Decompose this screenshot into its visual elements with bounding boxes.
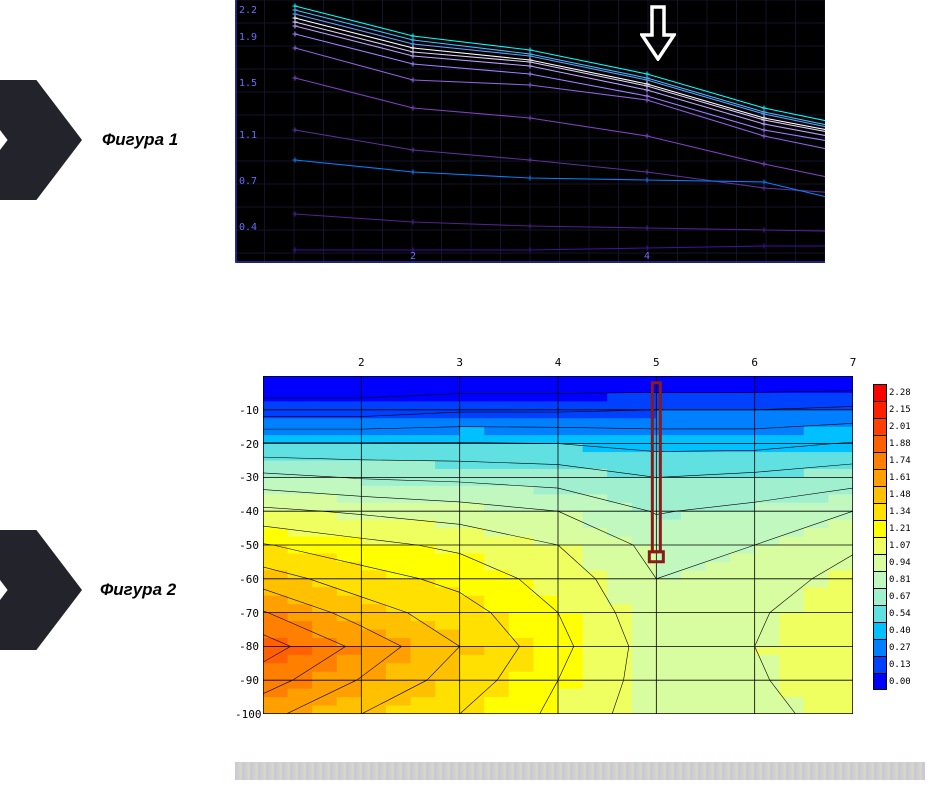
legend-swatch: [873, 588, 887, 605]
legend-value: 2.15: [889, 405, 911, 415]
y-tick-label: -90: [235, 674, 259, 687]
x-tick-label: 6: [751, 356, 758, 369]
legend-row: 1.74: [873, 452, 925, 469]
svg-text:2: 2: [410, 251, 416, 262]
legend-value: 1.21: [889, 524, 911, 534]
legend-swatch: [873, 401, 887, 418]
legend-row: 1.61: [873, 469, 925, 486]
arrow-down-icon: [640, 3, 676, 61]
legend-value: 2.01: [889, 422, 911, 432]
legend-value: 1.34: [889, 507, 911, 517]
svg-text:1.9: 1.9: [239, 32, 257, 43]
figure1-label: Фигура 1: [102, 130, 178, 150]
y-tick-label: -50: [235, 539, 259, 552]
legend-swatch: [873, 656, 887, 673]
legend-swatch: [873, 605, 887, 622]
legend-swatch: [873, 639, 887, 656]
legend-row: 0.27: [873, 639, 925, 656]
figure2-label: Фигура 2: [100, 580, 176, 600]
legend-row: 0.81: [873, 571, 925, 588]
x-tick-label: 4: [555, 356, 562, 369]
figure1-badge: [0, 80, 82, 200]
figure2-chart: [263, 376, 853, 714]
legend-swatch: [873, 486, 887, 503]
figure2-legend: 2.28 2.15 2.01 1.88 1.74 1.61 1.48 1.34 1.21 1.07…: [873, 384, 925, 690]
y-tick-label: -70: [235, 607, 259, 620]
legend-swatch: [873, 452, 887, 469]
y-tick-label: -100: [235, 708, 259, 721]
legend-swatch: [873, 554, 887, 571]
legend-value: 0.81: [889, 575, 911, 585]
legend-row: 1.48: [873, 486, 925, 503]
y-tick-label: -30: [235, 471, 259, 484]
legend-value: 0.00: [889, 677, 911, 687]
x-tick-label: 3: [456, 356, 463, 369]
figure1-chart: 2.21.91.51.10.70.4246: [235, 0, 825, 263]
y-tick-label: -10: [235, 404, 259, 417]
legend-value: 2.28: [889, 388, 911, 398]
legend-row: 2.01: [873, 418, 925, 435]
legend-swatch: [873, 537, 887, 554]
legend-value: 0.94: [889, 558, 911, 568]
legend-swatch: [873, 622, 887, 639]
svg-text:0.4: 0.4: [239, 222, 257, 233]
legend-value: 1.48: [889, 490, 911, 500]
legend-swatch: [873, 435, 887, 452]
legend-row: 1.88: [873, 435, 925, 452]
y-tick-label: -60: [235, 573, 259, 586]
svg-text:4: 4: [644, 251, 650, 262]
x-tick-label: 2: [358, 356, 365, 369]
legend-value: 0.67: [889, 592, 911, 602]
legend-swatch: [873, 418, 887, 435]
figure2-x-axis: 234567: [263, 356, 853, 374]
legend-swatch: [873, 673, 887, 690]
legend-value: 0.40: [889, 626, 911, 636]
legend-row: 0.94: [873, 554, 925, 571]
svg-text:2.2: 2.2: [239, 5, 257, 16]
x-tick-label: 7: [850, 356, 857, 369]
legend-swatch: [873, 520, 887, 537]
y-tick-label: -40: [235, 505, 259, 518]
svg-text:1.1: 1.1: [239, 130, 257, 141]
svg-text:1.5: 1.5: [239, 78, 257, 89]
legend-value: 0.13: [889, 660, 911, 670]
legend-swatch: [873, 571, 887, 588]
figure2-badge: [0, 530, 82, 650]
figure2-container: 2 3 4 5 6 7 -10 -20 -30 -40 -50 -60 -70 -80 -90 -100 2…: [235, 356, 925, 726]
legend-swatch: [873, 384, 887, 401]
noise-strip: [235, 762, 925, 780]
y-tick-label: -80: [235, 640, 259, 653]
legend-row: 0.40: [873, 622, 925, 639]
legend-row: 1.07: [873, 537, 925, 554]
legend-value: 0.27: [889, 643, 911, 653]
legend-value: 1.61: [889, 473, 911, 483]
legend-value: 1.07: [889, 541, 911, 551]
legend-row: 2.28: [873, 384, 925, 401]
legend-row: 1.34: [873, 503, 925, 520]
svg-text:0.7: 0.7: [239, 176, 257, 187]
legend-row: 1.21: [873, 520, 925, 537]
legend-row: 0.00: [873, 673, 925, 690]
legend-value: 1.74: [889, 456, 911, 466]
legend-row: 0.67: [873, 588, 925, 605]
legend-value: 1.88: [889, 439, 911, 449]
legend-swatch: [873, 469, 887, 486]
legend-row: 0.13: [873, 656, 925, 673]
legend-row: 0.54: [873, 605, 925, 622]
legend-value: 0.54: [889, 609, 911, 619]
y-tick-label: -20: [235, 438, 259, 451]
legend-swatch: [873, 503, 887, 520]
x-tick-label: 5: [653, 356, 660, 369]
legend-row: 2.15: [873, 401, 925, 418]
